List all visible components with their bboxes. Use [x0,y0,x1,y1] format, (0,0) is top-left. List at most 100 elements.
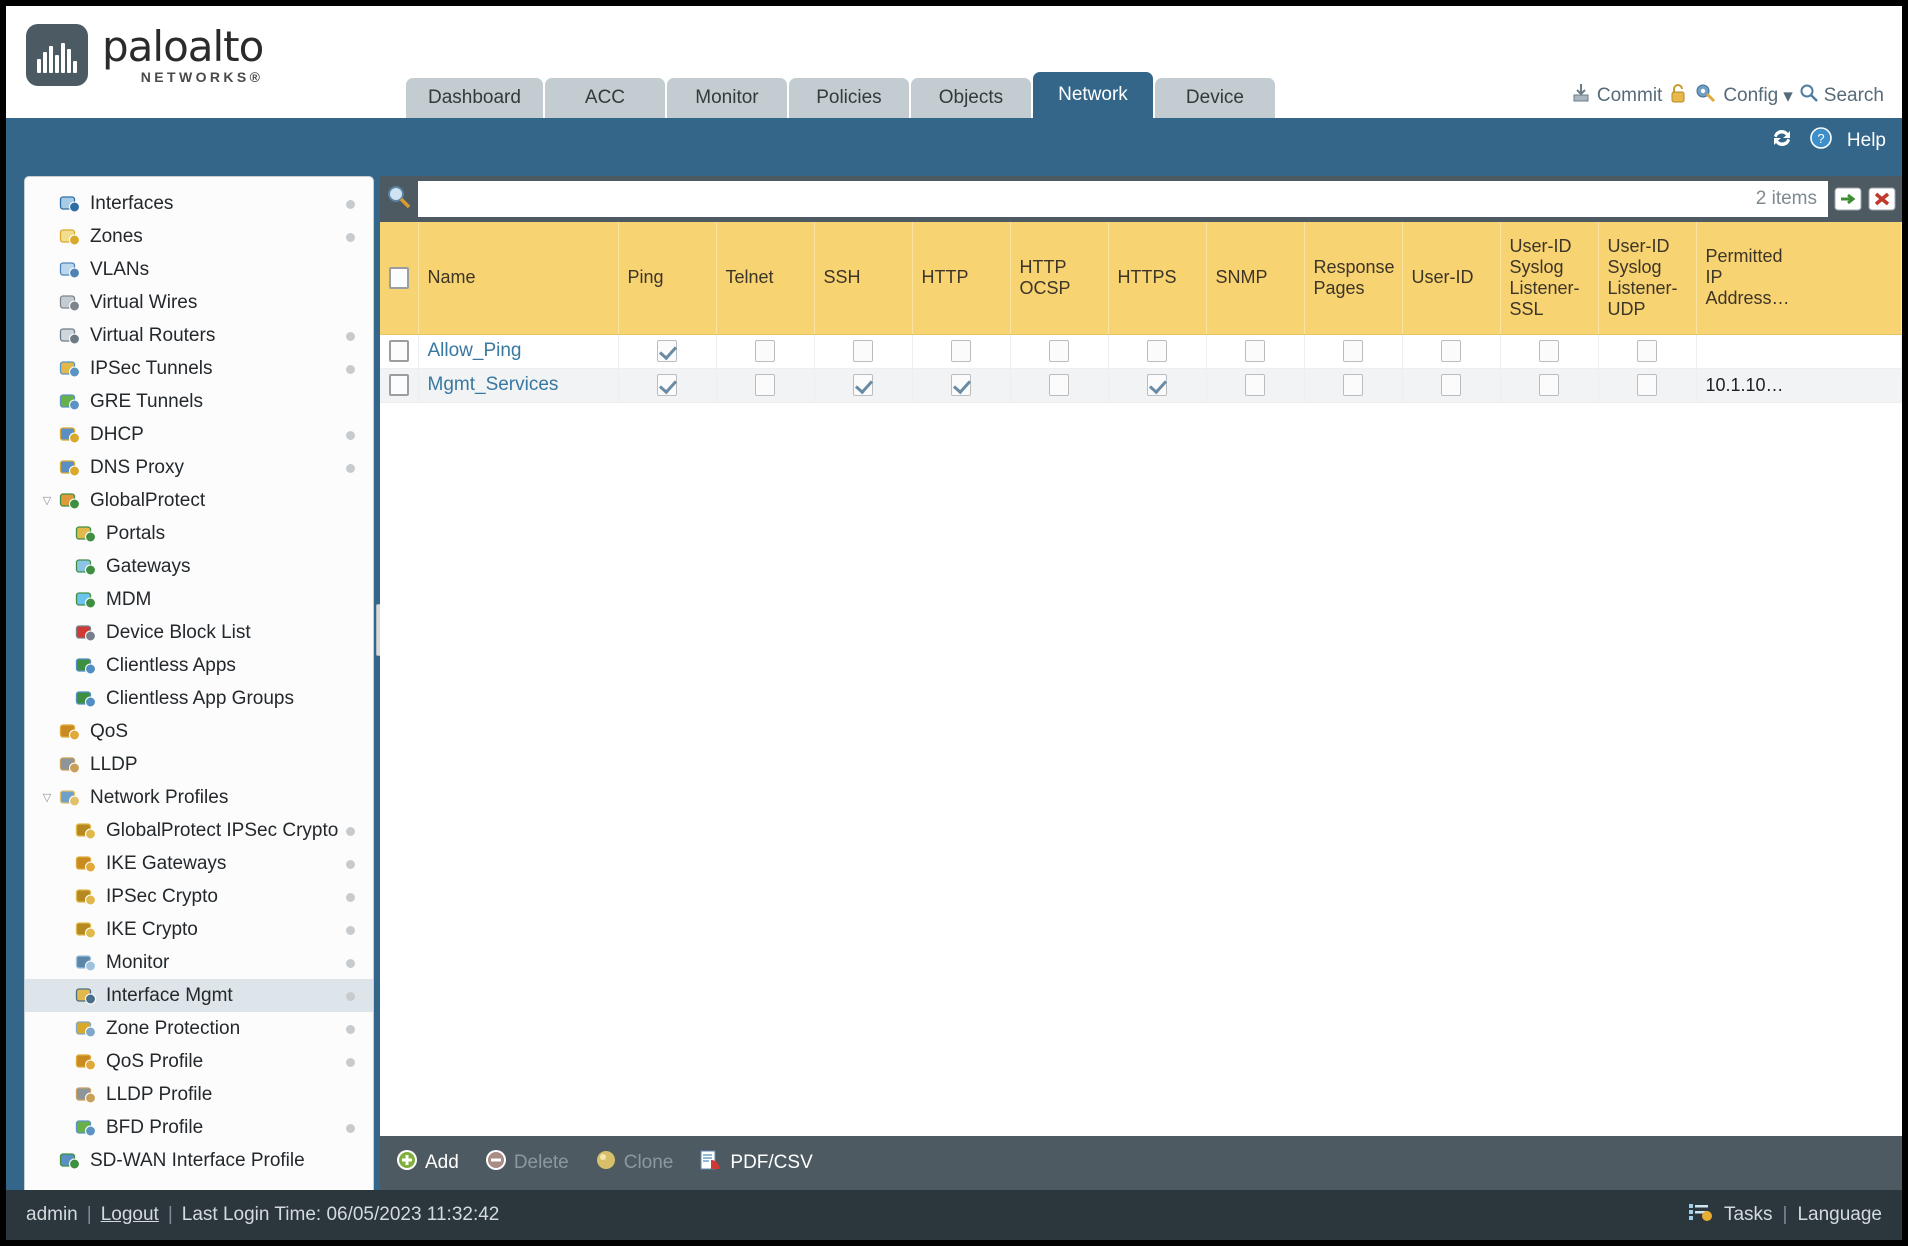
http-ocsp-checkbox[interactable] [1049,340,1069,363]
sidebar-item-qos[interactable]: QoS [25,715,373,748]
sidebar-item-qos-profile[interactable]: QoS Profile [25,1045,373,1078]
column-header-user-id-syslog-listener-udp[interactable]: User-ID Syslog Listener- UDP [1598,222,1697,335]
user-id-checkbox[interactable] [1441,374,1461,397]
column-header-telnet[interactable]: Telnet [716,222,815,335]
sidebar-item-lldp[interactable]: LLDP [25,748,373,781]
search-icon[interactable] [386,184,412,215]
tab-monitor[interactable]: Monitor [666,78,787,118]
sidebar-item-mdm[interactable]: MDM [25,583,373,616]
table-row[interactable]: Allow_Ping [380,334,1902,369]
tab-objects[interactable]: Objects [910,78,1031,118]
sidebar-item-gateways[interactable]: Gateways [25,550,373,583]
column-header-permitted-ip-address[interactable]: Permitted IP Address… [1696,222,1902,335]
sidebar-item-ike-gateways[interactable]: IKE Gateways [25,847,373,880]
sidebar-item-sd-wan-interface-profile[interactable]: SD-WAN Interface Profile [25,1144,373,1177]
column-header-user-id[interactable]: User-ID [1402,222,1501,335]
row-select-checkbox[interactable] [388,340,409,363]
language-label[interactable]: Language [1797,1204,1882,1225]
ssh-checkbox[interactable] [853,374,873,397]
column-header-snmp[interactable]: SNMP [1206,222,1305,335]
https-checkbox[interactable] [1147,340,1167,363]
sidebar-item-globalprotect-ipsec-crypto[interactable]: GlobalProtect IPSec Crypto [25,814,373,847]
row-select-checkbox[interactable] [388,374,409,397]
expand-caret-icon[interactable]: ▽ [42,792,52,804]
http-ocsp-checkbox[interactable] [1049,374,1069,397]
sidebar-item-interface-mgmt[interactable]: Interface Mgmt [25,979,373,1012]
sidebar-item-globalprotect[interactable]: ▽ GlobalProtect [25,484,373,517]
sidebar-item-virtual-routers[interactable]: Virtual Routers [25,319,373,352]
lock-button[interactable] [1668,82,1688,110]
response-pages-checkbox[interactable] [1343,340,1363,363]
sidebar-item-label: Network Profiles [90,786,229,808]
config-menu[interactable]: Config ▾ [1694,82,1793,110]
sidebar-item-zone-protection[interactable]: Zone Protection [25,1012,373,1045]
http-checkbox[interactable] [951,340,971,363]
column-header-response-pages[interactable]: Response Pages [1304,222,1403,335]
help-label[interactable]: Help [1846,130,1886,151]
sidebar-item-ipsec-tunnels[interactable]: IPSec Tunnels [25,352,373,385]
tab-dashboard[interactable]: Dashboard [406,78,543,118]
tab-policies[interactable]: Policies [788,78,909,118]
snmp-checkbox[interactable] [1245,340,1265,363]
sidebar-item-network-profiles[interactable]: ▽ Network Profiles [25,781,373,814]
sidebar-item-dns-proxy[interactable]: DNS Proxy [25,451,373,484]
column-header-ping[interactable]: Ping [618,222,717,335]
column-header-http[interactable]: HTTP [912,222,1011,335]
sidebar-item-vlans[interactable]: VLANs [25,253,373,286]
sidebar-item-ipsec-crypto[interactable]: IPSec Crypto [25,880,373,913]
add-button[interactable]: Add [396,1149,459,1177]
sidebar-item-portals[interactable]: Portals [25,517,373,550]
response-pages-checkbox[interactable] [1343,374,1363,397]
sidebar-item-zones[interactable]: Zones [25,220,373,253]
sidebar-item-device-block-list[interactable]: Device Block List [25,616,373,649]
column-header-https[interactable]: HTTPS [1108,222,1207,335]
user-id-checkbox[interactable] [1441,340,1461,363]
tab-acc[interactable]: ACC [544,78,665,118]
snmp-checkbox[interactable] [1245,374,1265,397]
sidebar-item-interfaces[interactable]: Interfaces [25,187,373,220]
search-input[interactable] [429,189,1748,209]
ssh-checkbox[interactable] [853,340,873,363]
ping-checkbox[interactable] [657,374,677,397]
syslog-udp-checkbox[interactable] [1637,374,1657,397]
telnet-checkbox[interactable] [755,374,775,397]
sidebar-item-lldp-profile[interactable]: LLDP Profile [25,1078,373,1111]
sidebar-item-bfd-profile[interactable]: BFD Profile [25,1111,373,1144]
tab-network[interactable]: Network [1032,72,1153,118]
select-all-checkbox[interactable] [388,266,409,289]
sidebar-item-virtual-wires[interactable]: Virtual Wires [25,286,373,319]
syslog-ssl-checkbox[interactable] [1539,374,1559,397]
column-header-user-id-syslog-listener-ssl[interactable]: User-ID Syslog Listener- SSL [1500,222,1599,335]
syslog-ssl-checkbox[interactable] [1539,340,1559,363]
help-icon[interactable]: ? [1809,126,1833,156]
clear-filter-button[interactable] [1868,185,1896,213]
sidebar-item-gre-tunnels[interactable]: GRE Tunnels [25,385,373,418]
sidebar-item-clientless-app-groups[interactable]: Clientless App Groups [25,682,373,715]
profile-link[interactable]: Mgmt_Services [427,374,559,395]
syslog-udp-checkbox[interactable] [1637,340,1657,363]
apply-filter-button[interactable] [1834,185,1862,213]
delete-button[interactable]: Delete [485,1149,569,1177]
tasks-label[interactable]: Tasks [1723,1204,1773,1225]
column-header-name[interactable]: Name [418,222,619,335]
column-header-http-ocsp[interactable]: HTTP OCSP [1010,222,1109,335]
sidebar-item-ike-crypto[interactable]: IKE Crypto [25,913,373,946]
commit-button[interactable]: Commit [1570,82,1662,110]
sidebar-item-dhcp[interactable]: DHCP [25,418,373,451]
https-checkbox[interactable] [1147,374,1167,397]
clone-button[interactable]: Clone [595,1149,673,1177]
profile-link[interactable]: Allow_Ping [427,340,522,361]
sidebar-item-clientless-apps[interactable]: Clientless Apps [25,649,373,682]
column-header-ssh[interactable]: SSH [814,222,913,335]
search-button[interactable]: Search [1799,83,1884,109]
logout-link[interactable]: Logout [100,1204,159,1225]
table-row[interactable]: Mgmt_Services 10.1.10… [380,368,1902,403]
pdf-csv-button[interactable]: PDF/CSV [699,1149,813,1177]
expand-caret-icon[interactable]: ▽ [42,495,52,507]
http-checkbox[interactable] [951,374,971,397]
refresh-icon[interactable] [1769,126,1795,156]
tab-device[interactable]: Device [1154,78,1275,118]
telnet-checkbox[interactable] [755,340,775,363]
ping-checkbox[interactable] [657,340,677,363]
sidebar-item-monitor[interactable]: Monitor [25,946,373,979]
